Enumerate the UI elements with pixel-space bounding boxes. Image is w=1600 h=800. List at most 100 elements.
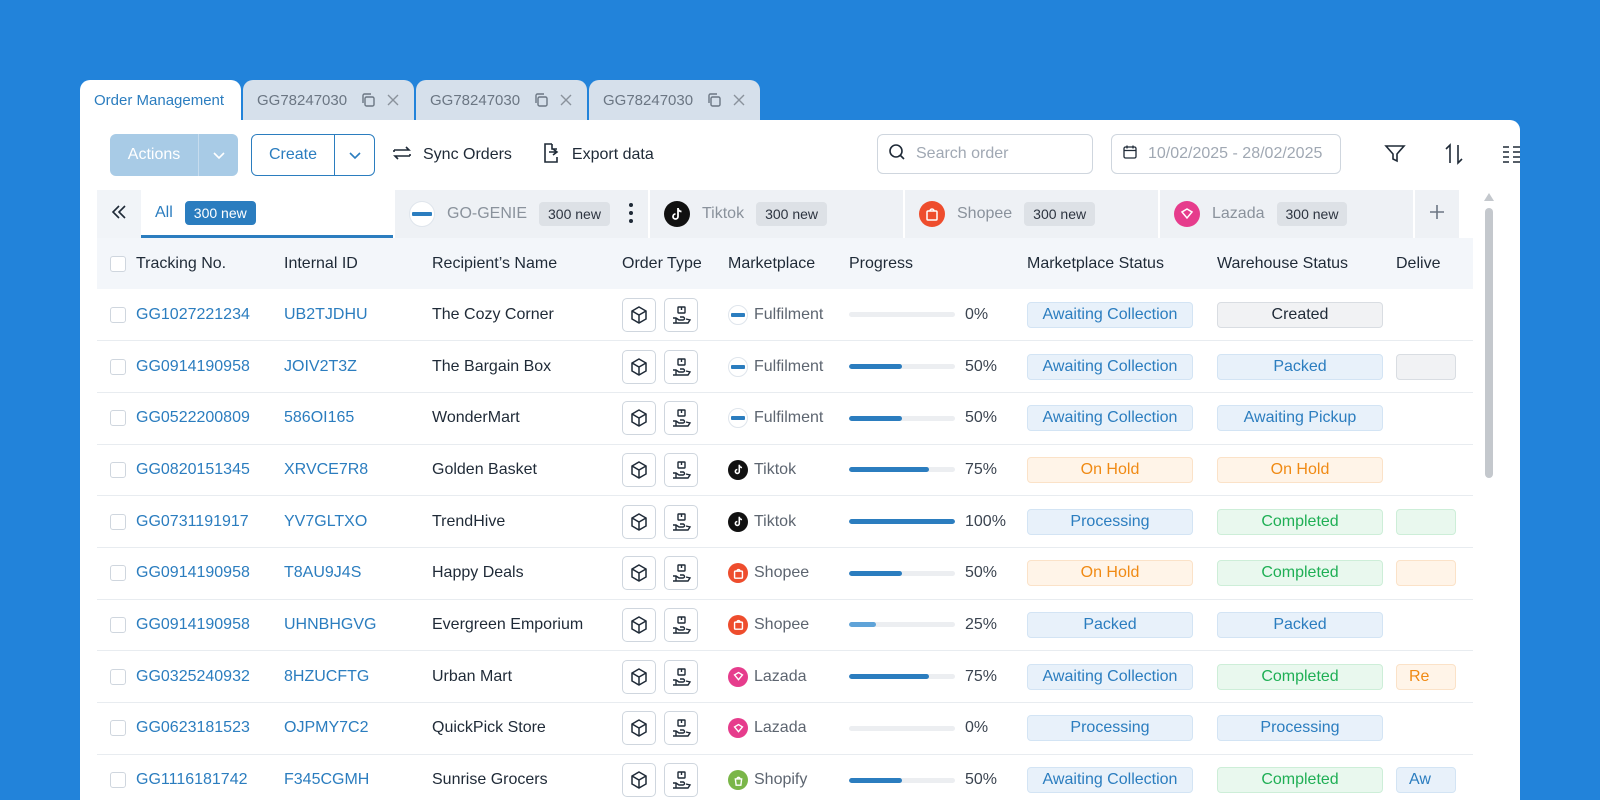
date-range-picker[interactable]: 10/02/2025 - 28/02/2025 bbox=[1111, 134, 1341, 174]
filter-icon[interactable] bbox=[1383, 142, 1407, 166]
sync-orders-button[interactable]: Sync Orders bbox=[391, 142, 512, 169]
hand-package-icon[interactable] bbox=[664, 763, 698, 798]
row-checkbox[interactable] bbox=[110, 565, 126, 582]
tab-shopee[interactable]: Shopee 300 new bbox=[905, 190, 1158, 238]
table-row[interactable]: GG0820151345 XRVCE7R8 Golden Basket Tiktok 7… bbox=[97, 444, 1473, 496]
internal-id-link[interactable]: UHNBHGVG bbox=[284, 615, 377, 633]
tab-tiktok[interactable]: Tiktok 300 new bbox=[650, 190, 903, 238]
hand-package-icon[interactable] bbox=[664, 452, 698, 487]
hand-package-icon[interactable] bbox=[664, 297, 698, 332]
table-row[interactable]: GG0914190958 T8AU9J4S Happy Deals Shopee 50%… bbox=[97, 547, 1473, 600]
tracking-number-link[interactable]: GG0914190958 bbox=[136, 357, 250, 375]
package-icon[interactable] bbox=[622, 659, 656, 694]
internal-id-link[interactable]: XRVCE7R8 bbox=[284, 460, 369, 478]
row-checkbox[interactable] bbox=[110, 772, 126, 789]
header-warehouse-status[interactable]: Warehouse Status bbox=[1217, 254, 1349, 272]
tracking-number-link[interactable]: GG1116181742 bbox=[136, 771, 248, 789]
hand-package-icon[interactable] bbox=[664, 349, 698, 384]
close-icon[interactable] bbox=[559, 93, 573, 107]
hand-package-icon[interactable] bbox=[664, 607, 698, 642]
tab-gogenie[interactable]: GO-GENIE 300 new bbox=[395, 190, 648, 238]
create-button[interactable]: Create bbox=[251, 134, 375, 176]
add-tab-button[interactable] bbox=[1415, 190, 1459, 238]
tab-order-management[interactable]: Order Management bbox=[80, 80, 241, 120]
hand-package-icon[interactable] bbox=[664, 556, 698, 591]
hand-package-icon[interactable] bbox=[664, 659, 698, 694]
header-tracking[interactable]: Tracking No. bbox=[136, 254, 227, 272]
copy-icon[interactable] bbox=[706, 92, 722, 108]
tracking-number-link[interactable]: GG0522200809 bbox=[136, 409, 250, 427]
package-icon[interactable] bbox=[622, 297, 656, 332]
hand-package-icon[interactable] bbox=[664, 711, 698, 746]
sort-icon[interactable] bbox=[1442, 142, 1466, 166]
package-icon[interactable] bbox=[622, 349, 656, 384]
tab-all[interactable]: All 300 new bbox=[141, 190, 393, 238]
package-icon[interactable] bbox=[622, 711, 656, 746]
header-order-type[interactable]: Order Type bbox=[622, 254, 702, 272]
copy-icon[interactable] bbox=[360, 92, 376, 108]
tracking-number-link[interactable]: GG1027221234 bbox=[136, 305, 250, 323]
internal-id-link[interactable]: 8HZUCFTG bbox=[284, 667, 370, 685]
table-row[interactable]: GG0522200809 586OI165 WonderMart Fulfilment… bbox=[97, 392, 1473, 445]
row-checkbox[interactable] bbox=[110, 513, 126, 530]
actions-button[interactable]: Actions bbox=[110, 134, 238, 176]
internal-id-link[interactable]: T8AU9J4S bbox=[284, 564, 362, 582]
select-all-checkbox[interactable] bbox=[110, 255, 126, 272]
scrollbar-thumb[interactable] bbox=[1485, 208, 1493, 478]
search-input[interactable] bbox=[916, 145, 1076, 163]
header-recipient[interactable]: Recipient’s Name bbox=[432, 254, 558, 272]
scroll-up-icon[interactable] bbox=[1483, 192, 1495, 202]
table-row[interactable]: GG0325240932 8HZUCFTG Urban Mart Lazada 75% A… bbox=[97, 651, 1473, 703]
package-icon[interactable] bbox=[622, 401, 656, 436]
header-marketplace-status[interactable]: Marketplace Status bbox=[1027, 254, 1164, 272]
vertical-scrollbar[interactable] bbox=[1483, 192, 1495, 792]
row-checkbox[interactable] bbox=[110, 668, 126, 685]
row-checkbox[interactable] bbox=[110, 461, 126, 478]
package-icon[interactable] bbox=[622, 556, 656, 591]
table-row[interactable]: GG0914190958 JOIV2T3Z The Bargain Box Fulfi… bbox=[97, 341, 1473, 393]
chevron-down-icon[interactable] bbox=[198, 134, 238, 176]
table-row[interactable]: GG0914190958 UHNBHGVG Evergreen Emporium Sh… bbox=[97, 599, 1473, 651]
row-checkbox[interactable] bbox=[110, 410, 126, 427]
row-checkbox[interactable] bbox=[110, 616, 126, 633]
tab-order-3[interactable]: GG78247030 bbox=[589, 80, 760, 120]
table-row[interactable]: GG1027221234 UB2TJDHU The Cozy Corner Fulfi… bbox=[97, 289, 1473, 341]
internal-id-link[interactable]: 586OI165 bbox=[284, 409, 355, 427]
row-checkbox[interactable] bbox=[110, 306, 126, 323]
table-row[interactable]: GG0623181523 OJPMY7C2 QuickPick Store Lazad… bbox=[97, 703, 1473, 755]
tracking-number-link[interactable]: GG0914190958 bbox=[136, 615, 250, 633]
tab-order-1[interactable]: GG78247030 bbox=[243, 80, 414, 120]
copy-icon[interactable] bbox=[533, 92, 549, 108]
tab-lazada[interactable]: Lazada 300 new bbox=[1160, 190, 1413, 238]
package-icon[interactable] bbox=[622, 607, 656, 642]
tracking-number-link[interactable]: GG0325240932 bbox=[136, 667, 250, 685]
chevron-down-icon[interactable] bbox=[334, 135, 374, 175]
close-icon[interactable] bbox=[386, 93, 400, 107]
more-vertical-icon[interactable] bbox=[628, 202, 634, 229]
internal-id-link[interactable]: JOIV2T3Z bbox=[284, 357, 357, 375]
header-marketplace[interactable]: Marketplace bbox=[728, 254, 816, 272]
tracking-number-link[interactable]: GG0623181523 bbox=[136, 719, 250, 737]
close-icon[interactable] bbox=[732, 93, 746, 107]
table-row[interactable]: GG1116181742 F345CGMH Sunrise Grocers Shopi… bbox=[97, 754, 1473, 800]
row-checkbox[interactable] bbox=[110, 720, 126, 737]
internal-id-link[interactable]: UB2TJDHU bbox=[284, 305, 368, 323]
header-delivery[interactable]: Delive bbox=[1396, 254, 1441, 272]
package-icon[interactable] bbox=[622, 452, 656, 487]
collapse-button[interactable] bbox=[97, 190, 141, 238]
tracking-number-link[interactable]: GG0820151345 bbox=[136, 460, 250, 478]
internal-id-link[interactable]: OJPMY7C2 bbox=[284, 719, 369, 737]
package-icon[interactable] bbox=[622, 504, 656, 539]
row-checkbox[interactable] bbox=[110, 358, 126, 375]
internal-id-link[interactable]: F345CGMH bbox=[284, 771, 370, 789]
columns-icon[interactable] bbox=[1500, 142, 1520, 166]
table-row[interactable]: GG0731191917 YV7GLTXO TrendHive Tiktok 100% P… bbox=[97, 496, 1473, 548]
package-icon[interactable] bbox=[622, 763, 656, 798]
tracking-number-link[interactable]: GG0914190958 bbox=[136, 564, 250, 582]
header-progress[interactable]: Progress bbox=[849, 254, 914, 272]
tab-order-2[interactable]: GG78247030 bbox=[416, 80, 587, 120]
hand-package-icon[interactable] bbox=[664, 504, 698, 539]
export-data-button[interactable]: Export data bbox=[540, 142, 654, 169]
tracking-number-link[interactable]: GG0731191917 bbox=[136, 512, 249, 530]
internal-id-link[interactable]: YV7GLTXO bbox=[284, 512, 368, 530]
